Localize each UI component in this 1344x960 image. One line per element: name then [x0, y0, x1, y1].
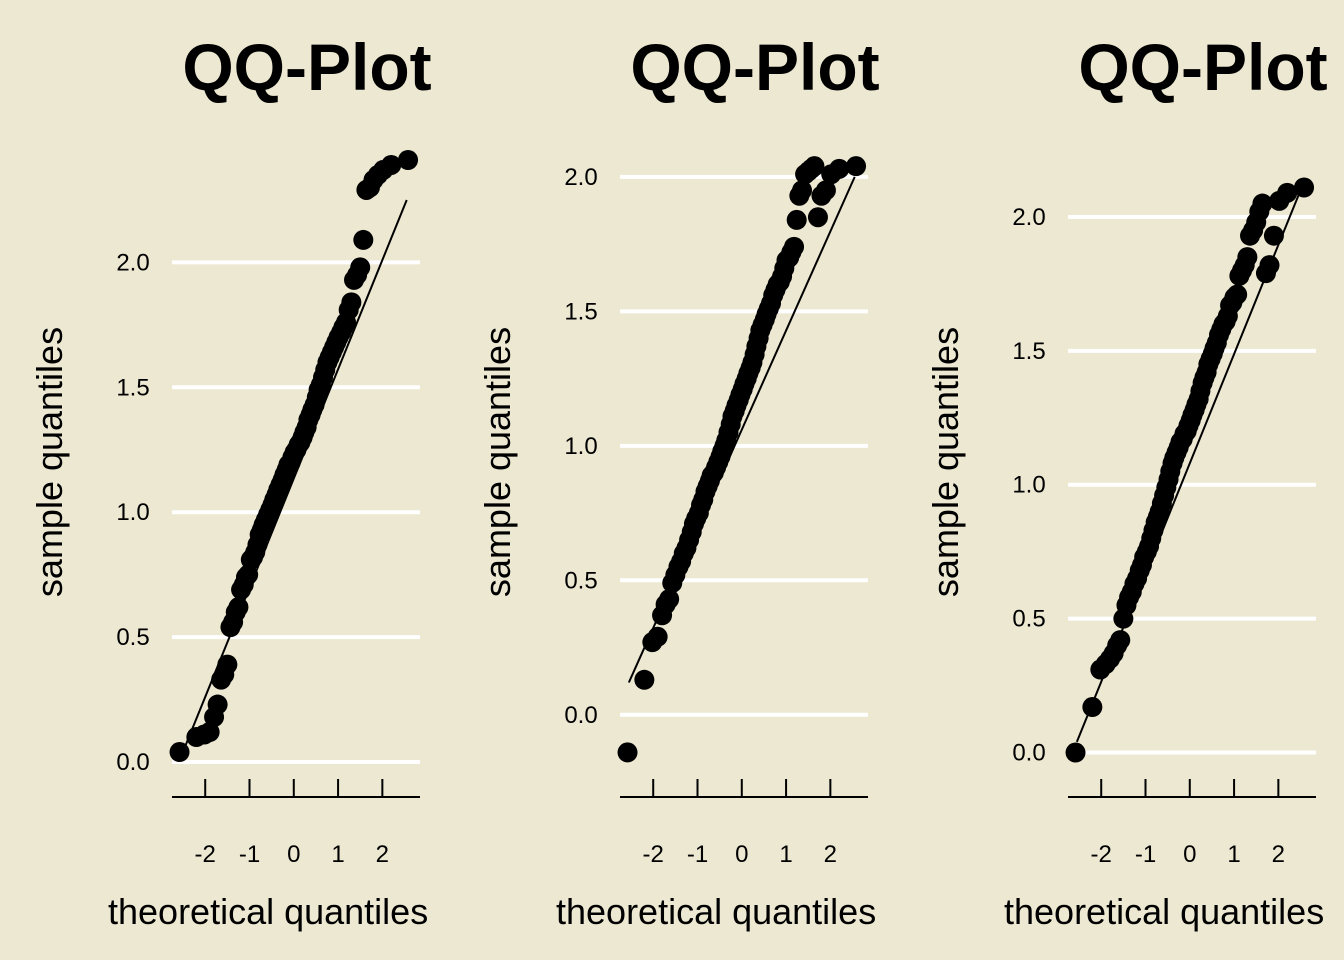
y-tick-label: 2.0 — [1012, 204, 1045, 231]
qq-plot-panel-1: QQ-Plot sample quantiles theoretical qua… — [29, 30, 432, 932]
data-point — [634, 669, 655, 690]
y-tick-label: 1.0 — [1012, 472, 1045, 499]
x-tick-label: 1 — [779, 841, 792, 868]
x-tick-label: 2 — [376, 841, 389, 868]
x-tick-label: -2 — [1091, 841, 1112, 868]
qq-plot-panel-3: QQ-Plot sample quantiles theoretical qua… — [925, 30, 1328, 932]
y-tick-label: 0.0 — [116, 749, 149, 776]
data-point — [228, 597, 249, 618]
data-point — [829, 158, 850, 179]
y-axis-title: sample quantiles — [925, 327, 966, 597]
qq-plot-panel-2: QQ-Plot sample quantiles theoretical qua… — [477, 30, 880, 932]
data-point — [647, 626, 668, 647]
data-point — [846, 156, 867, 177]
data-point — [1065, 742, 1086, 763]
data-point — [381, 154, 402, 175]
data-point — [398, 149, 419, 170]
x-tick-label: -2 — [643, 841, 664, 868]
data-point — [804, 156, 825, 177]
y-tick-label: 1.5 — [1012, 338, 1045, 365]
data-point — [784, 236, 805, 257]
data-point — [1082, 697, 1103, 718]
x-axis-title: theoretical quantiles — [108, 891, 428, 932]
data-point — [199, 722, 220, 743]
y-tick-label: 1.5 — [564, 298, 597, 325]
data-point — [1294, 177, 1315, 198]
y-axis-title: sample quantiles — [29, 327, 70, 597]
y-tick-label: 0.5 — [1012, 606, 1045, 633]
data-point — [792, 180, 813, 201]
data-point — [1263, 225, 1284, 246]
x-tick-label: -2 — [195, 841, 216, 868]
y-tick-label: 0.0 — [1012, 740, 1045, 767]
data-point — [1227, 284, 1248, 305]
data-point — [786, 209, 807, 230]
data-point — [1237, 247, 1258, 268]
x-tick-label: 0 — [735, 841, 748, 868]
data-point — [659, 589, 680, 610]
y-axis-title: sample quantiles — [477, 327, 518, 597]
data-point — [1259, 255, 1280, 276]
data-point — [341, 292, 362, 313]
y-tick-label: 0.5 — [564, 567, 597, 594]
y-tick-label: 2.0 — [564, 164, 597, 191]
y-tick-label: 1.0 — [564, 433, 597, 460]
x-tick-label: -1 — [239, 841, 260, 868]
x-tick-label: 2 — [1272, 841, 1285, 868]
x-tick-label: 0 — [1183, 841, 1196, 868]
y-tick-label: 1.0 — [116, 499, 149, 526]
data-point — [169, 742, 190, 763]
x-tick-label: 1 — [331, 841, 344, 868]
data-point — [617, 742, 638, 763]
x-tick-label: 1 — [1227, 841, 1240, 868]
y-tick-label: 0.5 — [116, 624, 149, 651]
data-point — [238, 564, 259, 585]
data-point — [350, 257, 371, 278]
panel-title: QQ-Plot — [630, 30, 879, 104]
y-tick-label: 2.0 — [116, 249, 149, 276]
panel-title: QQ-Plot — [1078, 30, 1327, 104]
x-tick-label: 2 — [824, 841, 837, 868]
data-point — [815, 180, 836, 201]
data-point — [207, 694, 228, 715]
x-axis-title: theoretical quantiles — [556, 891, 876, 932]
x-tick-label: -1 — [1135, 841, 1156, 868]
data-point — [1277, 182, 1298, 203]
x-axis-title: theoretical quantiles — [1004, 891, 1324, 932]
y-tick-label: 0.0 — [564, 702, 597, 729]
data-point — [1110, 630, 1131, 651]
x-tick-label: 0 — [287, 841, 300, 868]
x-tick-label: -1 — [687, 841, 708, 868]
y-tick-label: 1.5 — [116, 374, 149, 401]
panel-title: QQ-Plot — [182, 30, 431, 104]
data-point — [1252, 193, 1273, 214]
data-point — [353, 229, 374, 250]
data-point — [807, 207, 828, 228]
data-point — [217, 654, 238, 675]
